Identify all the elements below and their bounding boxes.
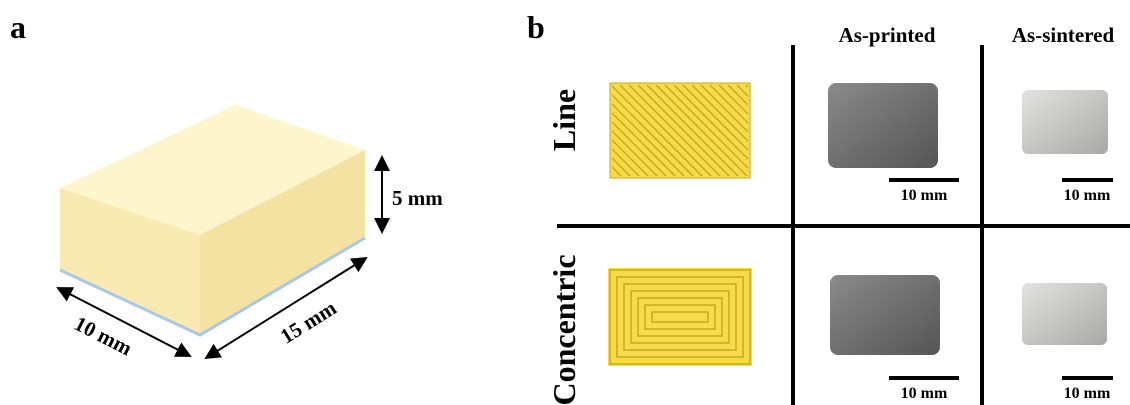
pattern-fill <box>608 268 752 366</box>
scale-label: 10 mm <box>901 385 948 402</box>
raster-line <box>737 85 832 180</box>
panel-label: a <box>10 9 26 45</box>
row-label: Line <box>546 89 582 151</box>
scale-label: 10 mm <box>1064 385 1111 402</box>
length-label: 15 mm <box>276 295 341 348</box>
sample-printed-concentric <box>830 275 940 355</box>
width-label: 10 mm <box>70 311 136 360</box>
figure: a 5 mm 10 mm 15 mm b As-printed As-sinte… <box>0 0 1130 405</box>
sample-sintered-concentric <box>1022 283 1107 345</box>
concentric-pattern <box>608 268 752 366</box>
sample-sintered-line <box>1022 90 1108 154</box>
scale-label: 10 mm <box>1064 187 1111 204</box>
scale-label: 10 mm <box>901 187 948 204</box>
panel-label: b <box>527 9 545 45</box>
column-header: As-sintered <box>1012 23 1115 47</box>
height-label: 5 mm <box>392 186 443 210</box>
column-header: As-printed <box>839 23 936 47</box>
row-label: Concentric <box>546 254 582 405</box>
sample-printed-line <box>828 83 938 168</box>
